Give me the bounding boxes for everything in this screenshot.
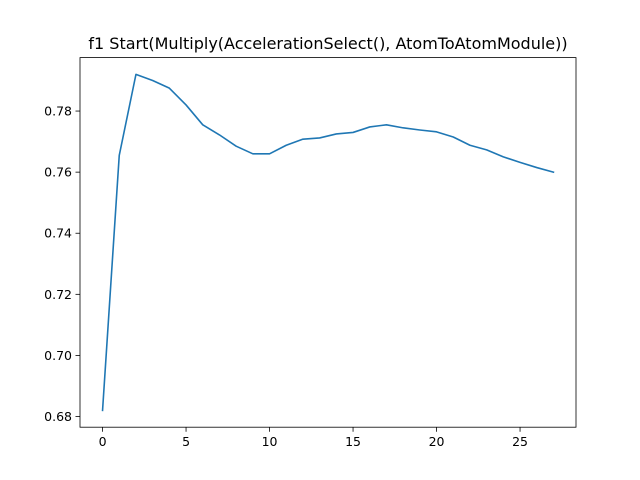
x-tick-label: 20 bbox=[429, 434, 445, 449]
x-tick-label: 15 bbox=[345, 434, 361, 449]
chart-title: f1 Start(Multiply(AccelerationSelect(), … bbox=[88, 34, 567, 53]
y-tick-label: 0.70 bbox=[44, 348, 72, 363]
y-axis: 0.68 0.70 0.72 0.74 0.76 0.78 bbox=[44, 104, 80, 424]
y-tick-label: 0.68 bbox=[44, 409, 72, 424]
series-line bbox=[101, 73, 555, 412]
axes-frame bbox=[79, 57, 577, 428]
y-tick-label: 0.76 bbox=[44, 165, 72, 180]
x-tick-label: 5 bbox=[182, 434, 190, 449]
x-tick-label: 25 bbox=[512, 434, 528, 449]
y-tick-label: 0.72 bbox=[44, 287, 72, 302]
x-tick-label: 0 bbox=[99, 434, 107, 449]
y-tick-label: 0.74 bbox=[44, 226, 72, 241]
x-axis: 0 5 10 15 20 25 bbox=[99, 427, 528, 449]
x-tick-label: 10 bbox=[262, 434, 278, 449]
plot-area bbox=[101, 73, 555, 412]
y-tick-label: 0.78 bbox=[44, 104, 72, 119]
